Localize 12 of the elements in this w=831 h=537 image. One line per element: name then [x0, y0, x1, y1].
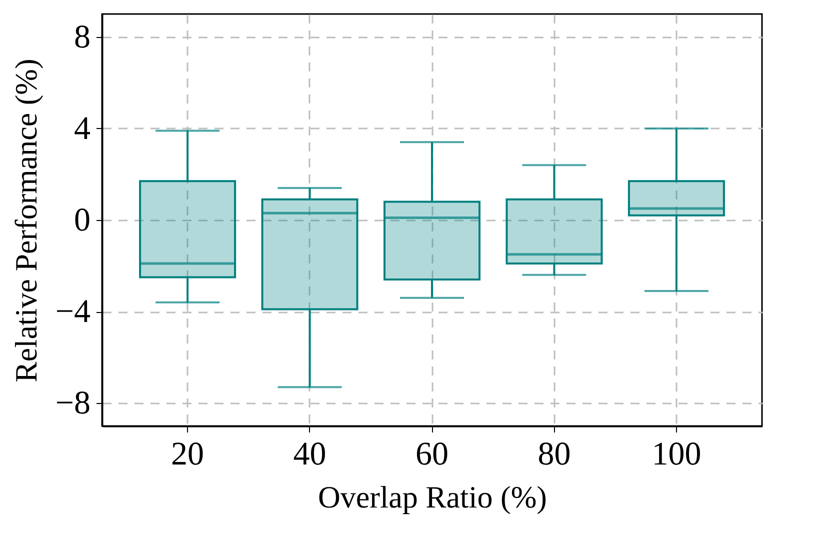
y-axis-title: Relative Performance (%): [8, 58, 44, 382]
y-tick-label: 0: [74, 202, 90, 238]
y-tick-label: 4: [74, 110, 90, 147]
x-tick-label: 100: [652, 436, 702, 472]
x-tick-label: 40: [293, 436, 326, 472]
y-tick-label: 8: [74, 19, 90, 56]
y-tick-label: −8: [55, 386, 90, 422]
x-axis-title: Overlap Ratio (%): [318, 480, 547, 514]
x-tick-label: 80: [538, 436, 571, 472]
x-tick-label: 60: [416, 436, 448, 472]
y-tick-label: −4: [55, 294, 90, 330]
x-tick-label: 20: [171, 436, 204, 472]
